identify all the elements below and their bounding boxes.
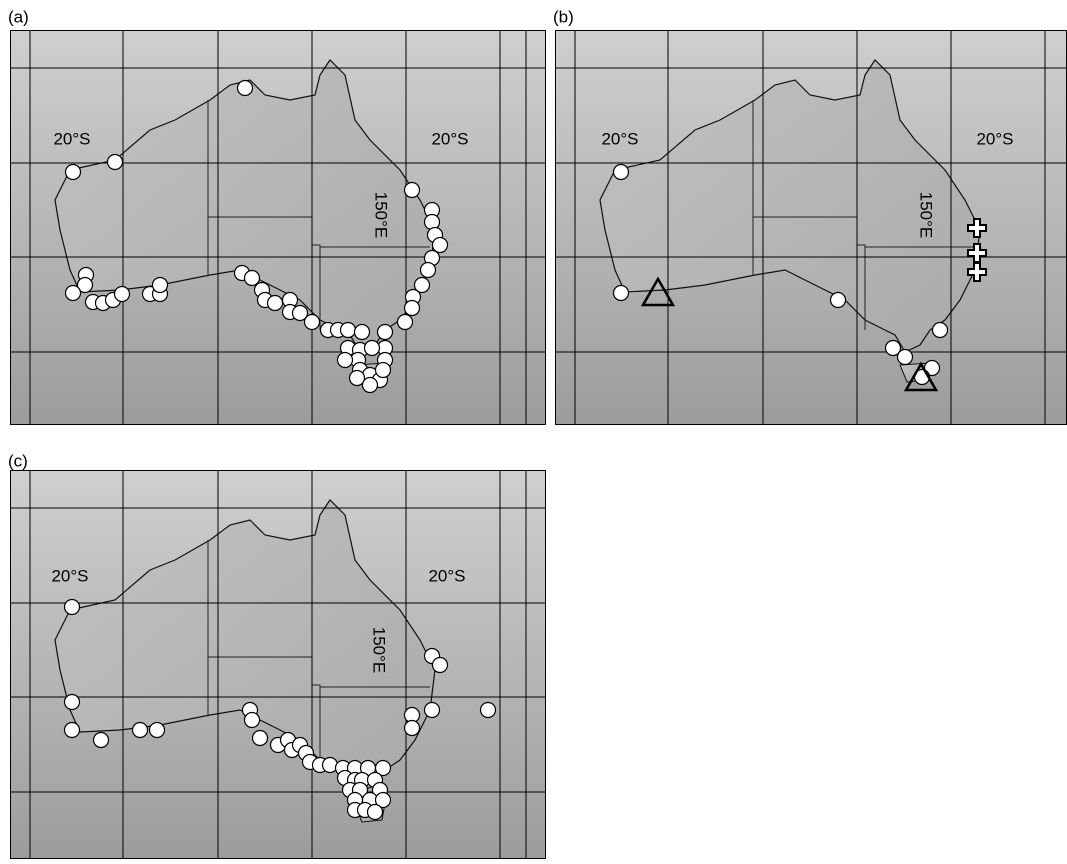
occurrence-circle	[65, 600, 80, 615]
occurrence-circle	[831, 293, 846, 308]
latitude-label: 20°S	[976, 129, 1013, 148]
occurrence-circle	[398, 315, 413, 330]
occurrence-circle	[108, 155, 123, 170]
map-panel	[10, 470, 546, 859]
occurrence-circle	[150, 723, 165, 738]
occurrence-circle	[65, 695, 80, 710]
latitude-label: 20°S	[431, 129, 468, 148]
occurrence-circle	[65, 723, 80, 738]
occurrence-circle	[341, 323, 356, 338]
panel-label: (c)	[8, 451, 28, 470]
occurrence-circle	[405, 183, 420, 198]
occurrence-circle	[94, 733, 109, 748]
occurrence-circle	[433, 238, 448, 253]
latitude-label: 20°S	[51, 566, 88, 585]
occurrence-circle	[378, 325, 393, 340]
panel-label: (a)	[8, 7, 29, 26]
occurrence-circle	[425, 703, 440, 718]
occurrence-circle	[355, 325, 370, 340]
occurrence-circle	[365, 341, 380, 356]
longitude-label: 150°E	[370, 627, 389, 674]
occurrence-circle	[268, 296, 283, 311]
occurrence-circle	[133, 723, 148, 738]
figure: (a) 20°S 20°S 150°E (b) 20°S 20°S 150°E (c) 20°S 2…	[0, 0, 1067, 859]
occurrence-circle	[245, 713, 260, 728]
map-panel	[10, 30, 546, 425]
longitude-label: 150°E	[917, 192, 936, 239]
occurrence-circle	[405, 301, 420, 316]
occurrence-circle	[66, 286, 81, 301]
occurrence-circle	[245, 271, 260, 286]
occurrence-circle	[338, 353, 353, 368]
occurrence-circle	[421, 263, 436, 278]
occurrence-circle	[614, 165, 629, 180]
occurrence-circle	[253, 731, 268, 746]
occurrence-circle	[433, 658, 448, 673]
latitude-label: 20°S	[53, 129, 90, 148]
occurrence-circle	[481, 703, 496, 718]
latitude-label: 20°S	[428, 566, 465, 585]
occurrence-circle	[368, 805, 383, 820]
map-panel	[555, 30, 1067, 425]
occurrence-circle	[305, 315, 320, 330]
occurrence-circle	[405, 721, 420, 736]
latitude-label: 20°S	[601, 129, 638, 148]
occurrence-circle	[238, 81, 253, 96]
occurrence-circle	[350, 371, 365, 386]
occurrence-circle	[153, 278, 168, 293]
occurrence-circle	[376, 363, 391, 378]
occurrence-circle	[898, 350, 913, 365]
occurrence-circle	[115, 287, 130, 302]
occurrence-circle	[933, 323, 948, 338]
panel-label: (b)	[553, 7, 574, 26]
occurrence-circle	[66, 165, 81, 180]
longitude-label: 150°E	[372, 192, 391, 239]
occurrence-circle	[614, 286, 629, 301]
